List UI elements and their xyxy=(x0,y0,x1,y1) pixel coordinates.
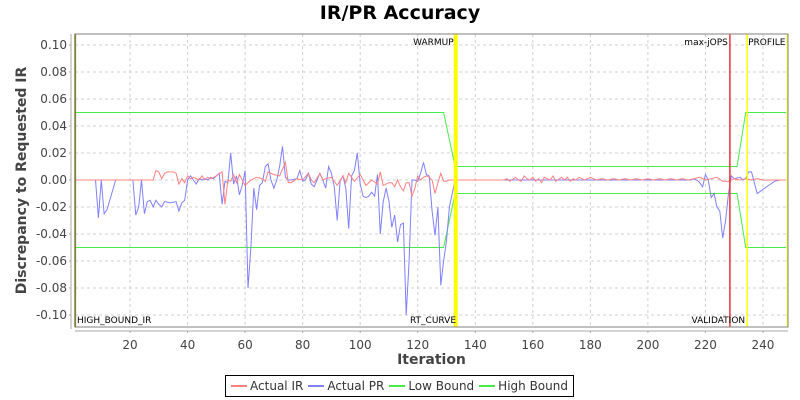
legend-item-actual-pr: Actual PR xyxy=(308,379,384,393)
marker-label-warmup: WARMUP xyxy=(413,38,454,48)
series-actual-ir xyxy=(75,160,786,205)
y-tick-label: 0.08 xyxy=(40,65,67,79)
y-tick-label: 0.00 xyxy=(40,173,67,187)
series-low-bound xyxy=(75,193,786,248)
legend-swatch-high-bound xyxy=(479,385,496,387)
y-tick-label: 0.06 xyxy=(40,92,67,106)
y-axis-label: Discrepancy to Requested IR xyxy=(14,67,30,295)
x-tick-label: 200 xyxy=(636,338,659,352)
marker-label-high_bound_ir: HIGH_BOUND_IR xyxy=(77,316,151,326)
legend-label: Actual PR xyxy=(327,379,385,393)
legend-swatch-low-bound xyxy=(389,385,406,387)
y-tick-label: 0.10 xyxy=(40,38,67,52)
legend-item-low-bound: Low Bound xyxy=(389,379,474,393)
legend-swatch-actual-pr xyxy=(308,385,325,387)
series-actual-pr xyxy=(75,146,786,316)
legend-label: Actual IR xyxy=(250,379,304,393)
x-tick-label: 20 xyxy=(122,338,137,352)
legend: Actual IR Actual PR Low Bound High Bound xyxy=(225,375,574,397)
legend-label: High Bound xyxy=(498,379,568,393)
y-tick-label: -0.06 xyxy=(36,254,67,268)
marker-label-rt_curve: RT_CURVE xyxy=(410,316,456,326)
x-tick-label: 140 xyxy=(464,338,487,352)
y-tick-label: -0.02 xyxy=(36,200,67,214)
legend-item-actual-ir: Actual IR xyxy=(231,379,303,393)
y-tick-label: -0.10 xyxy=(36,308,67,322)
marker-label-max-jops: max-jOPS xyxy=(684,38,728,48)
y-tick-label: -0.08 xyxy=(36,281,67,295)
legend-label: Low Bound xyxy=(408,379,475,393)
x-tick-label: 40 xyxy=(180,338,195,352)
x-axis-label: Iteration xyxy=(397,352,466,368)
x-tick-label: 220 xyxy=(694,338,717,352)
y-tick-label: 0.04 xyxy=(40,119,67,133)
y-tick-label: -0.04 xyxy=(36,227,67,241)
x-tick-label: 160 xyxy=(521,338,544,352)
x-tick-label: 80 xyxy=(295,338,310,352)
marker-label-validation: VALIDATION xyxy=(692,316,746,326)
x-tick-label: 120 xyxy=(406,338,429,352)
x-tick-label: 60 xyxy=(237,338,252,352)
x-tick-label: 100 xyxy=(349,338,372,352)
legend-swatch-actual-ir xyxy=(231,385,248,387)
y-tick-label: 0.02 xyxy=(40,146,67,160)
series-group xyxy=(75,112,786,316)
chart-title: IR/PR Accuracy xyxy=(319,2,481,24)
x-tick-label: 180 xyxy=(579,338,602,352)
x-tick-label: 240 xyxy=(752,338,775,352)
marker-label-profile: PROFILE xyxy=(748,38,786,48)
legend-item-high-bound: High Bound xyxy=(479,379,568,393)
series-high-bound xyxy=(75,112,786,167)
